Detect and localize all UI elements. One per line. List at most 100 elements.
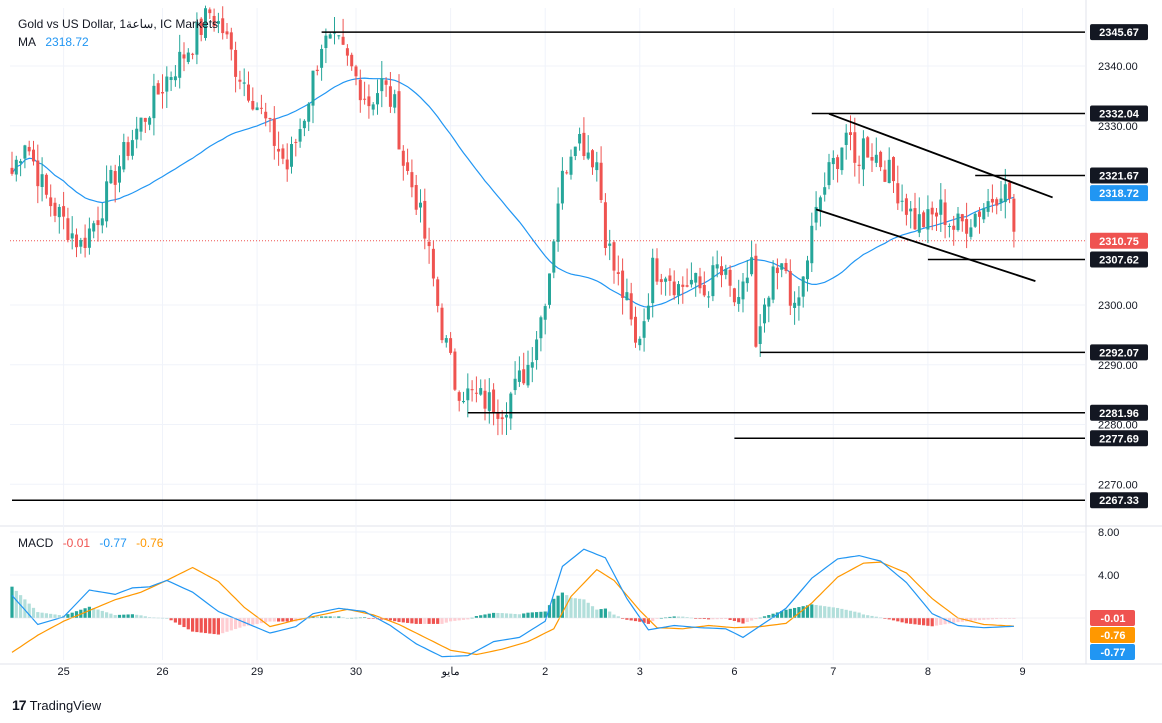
candle-body: [939, 199, 943, 215]
macd-histogram-bar: [221, 618, 225, 634]
candle-body: [337, 35, 341, 37]
candle-body: [526, 364, 530, 386]
candle-body: [539, 317, 543, 339]
candle-body: [406, 162, 410, 171]
macd-histogram-bar: [367, 618, 371, 619]
time-tick-label: 7: [830, 666, 836, 678]
macd-histogram-bar: [952, 618, 956, 623]
candle-body: [40, 174, 44, 187]
candle-body: [784, 262, 788, 271]
macd-hist-value: -0.01: [62, 536, 91, 550]
candle-body: [642, 321, 646, 338]
candle-body: [849, 132, 852, 135]
macd-histogram-bar: [552, 598, 556, 618]
macd-histogram-bar: [182, 618, 186, 628]
candle-body: [517, 370, 521, 382]
candle-body: [1008, 182, 1012, 199]
price-tick-label: 2340.00: [1098, 61, 1138, 73]
macd-legend[interactable]: MACD -0.01 -0.77 -0.76: [18, 536, 163, 550]
time-tick-label: 26: [156, 666, 168, 678]
macd-histogram-bar: [896, 618, 900, 622]
candle-body: [810, 225, 814, 264]
candle-body: [651, 257, 655, 304]
symbol-legend[interactable]: Gold vs US Dollar, 1ساعة, IC Markets: [18, 17, 218, 31]
candle-body: [255, 107, 259, 111]
macd-histogram-bar: [264, 618, 268, 623]
candle-body: [453, 351, 457, 390]
macd-tick-label: 8.00: [1098, 527, 1119, 539]
candle-body: [75, 234, 78, 248]
macd-histogram-bar: [10, 586, 14, 618]
macd-histogram-bar: [31, 607, 36, 618]
candle-body: [801, 276, 805, 297]
macd-histogram-bar: [1012, 618, 1016, 619]
candle-body: [229, 32, 233, 50]
macd-pane: [10, 548, 1085, 658]
candle-body: [152, 85, 156, 119]
macd-line: [11, 548, 1014, 658]
moving-average-line: [11, 77, 1015, 308]
candle-body: [522, 369, 526, 384]
candle-body: [715, 264, 719, 269]
candle-body: [199, 18, 203, 35]
macd-histogram-bar: [427, 618, 431, 624]
candle-body: [982, 208, 986, 220]
candle-body: [294, 141, 298, 143]
candle-body: [307, 103, 311, 122]
macd-histogram-bar: [143, 616, 147, 618]
macd-value-label: -0.01: [1100, 613, 1125, 625]
candle-body: [922, 212, 926, 228]
macd-histogram-bar: [702, 618, 706, 619]
macd-histogram-bar: [483, 614, 487, 618]
candle-body: [427, 241, 431, 247]
ma-legend[interactable]: MA 2318.72: [18, 35, 89, 49]
candle-body: [728, 269, 732, 286]
macd-histogram-bar: [633, 618, 638, 622]
macd-histogram-bar: [19, 595, 23, 618]
macd-histogram-bar: [917, 618, 921, 625]
macd-histogram-bar: [870, 615, 874, 618]
macd-histogram-bar: [711, 618, 715, 620]
time-tick-label: 25: [57, 666, 69, 678]
macd-histogram-bar: [479, 615, 483, 618]
macd-histogram-bar: [457, 618, 461, 621]
candle-body: [814, 206, 818, 223]
macd-histogram-bar: [522, 613, 526, 618]
macd-histogram-bar: [92, 608, 96, 618]
candle-body: [724, 268, 728, 275]
candle-body: [333, 32, 336, 34]
macd-histogram-bar: [986, 618, 990, 620]
candle-body: [363, 98, 367, 100]
macd-histogram-bar: [904, 618, 908, 624]
time-tick-label: 9: [1019, 666, 1025, 678]
macd-histogram-bar: [560, 592, 564, 618]
candle-body: [960, 214, 964, 222]
candle-body: [208, 9, 212, 14]
macd-histogram-bar: [565, 595, 569, 618]
tradingview-brand[interactable]: 17 TradingView: [12, 697, 101, 713]
macd-signal-value: -0.76: [136, 536, 164, 550]
macd-histogram-bar: [186, 618, 190, 630]
candle-body: [234, 49, 238, 77]
macd-histogram-bar: [1003, 618, 1007, 619]
candle-body: [302, 120, 306, 129]
candle-body: [350, 54, 354, 67]
macd-histogram-bar: [461, 618, 466, 620]
macd-histogram-bar: [887, 618, 891, 620]
candle-body: [707, 296, 711, 298]
tradingview-logo-icon: 17: [12, 697, 27, 713]
macd-histogram-bar: [922, 618, 926, 626]
macd-histogram-bar: [741, 618, 745, 624]
candle-body: [32, 149, 35, 162]
macd-histogram-bar: [440, 618, 444, 624]
candle-body: [500, 417, 504, 420]
macd-histogram-bar: [14, 590, 18, 618]
level-price-label: 2332.04: [1099, 109, 1140, 121]
candle-body: [780, 263, 784, 270]
candlestick-series: [10, 5, 1016, 436]
macd-histogram-bar: [466, 618, 470, 620]
macd-histogram-bar: [831, 607, 835, 618]
candle-body: [978, 211, 981, 217]
candle-body: [672, 281, 676, 296]
